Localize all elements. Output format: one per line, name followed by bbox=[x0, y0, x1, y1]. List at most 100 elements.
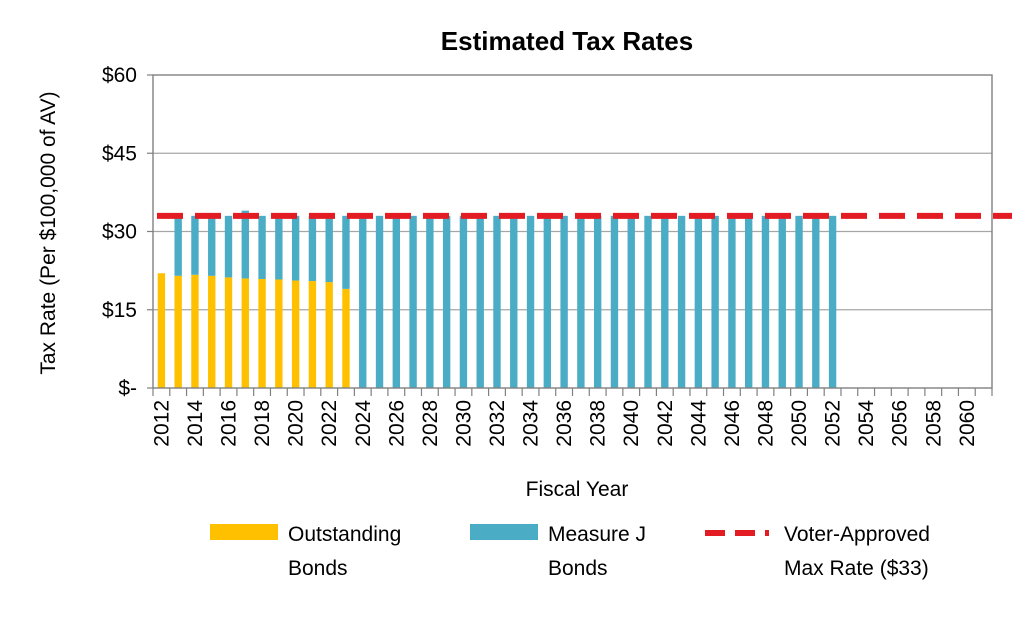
x-tick-label: 2048 bbox=[754, 400, 777, 447]
bar-outstanding-bonds-2015 bbox=[208, 275, 216, 388]
bar-measure-j-bonds-2048 bbox=[761, 215, 770, 388]
x-tick-label: 2044 bbox=[687, 400, 710, 447]
x-tick-label: 2032 bbox=[486, 400, 509, 447]
y-tick-label: $45 bbox=[102, 142, 137, 165]
bar-measure-j-bonds-2045 bbox=[711, 215, 719, 388]
bar-measure-j-bonds-2051 bbox=[812, 215, 820, 388]
x-tick-label: 2028 bbox=[419, 400, 442, 447]
bar-outstanding-bonds-2019 bbox=[275, 279, 283, 388]
y-axis-ticks: $- $15 $30 $45 $60 bbox=[102, 64, 153, 400]
bar-measure-j-bonds-2050 bbox=[795, 215, 803, 388]
bar-measure-j-bonds-2030 bbox=[459, 215, 468, 388]
legend-label-line1: Voter-Approved bbox=[784, 523, 930, 546]
x-tick-label: 2040 bbox=[620, 400, 643, 447]
bar-measure-j-bonds-2046 bbox=[728, 215, 736, 388]
bar-measure-j-bonds-2021 bbox=[308, 215, 317, 282]
bar-measure-j-bonds-2025 bbox=[375, 215, 384, 388]
y-tick-label: $- bbox=[118, 377, 137, 400]
bar-measure-j-bonds-2018 bbox=[258, 215, 266, 279]
x-tick-label: 2056 bbox=[889, 400, 912, 447]
bar-measure-j-bonds-2023 bbox=[342, 215, 350, 289]
x-tick-label: 2052 bbox=[822, 400, 845, 447]
bar-measure-j-bonds-2033 bbox=[510, 215, 518, 388]
bar-measure-j-bonds-2037 bbox=[577, 215, 585, 388]
x-tick-label: 2030 bbox=[452, 400, 475, 447]
bar-outstanding-bonds-2020 bbox=[291, 280, 300, 388]
bar-outstanding-bonds-2013 bbox=[174, 275, 182, 388]
bar-measure-j-bonds-2032 bbox=[493, 215, 501, 388]
bar-outstanding-bonds-2021 bbox=[308, 281, 317, 388]
bar-measure-j-bonds-2026 bbox=[392, 215, 401, 388]
x-tick-label: 2018 bbox=[251, 400, 274, 447]
legend-label-line1: Measure J bbox=[548, 523, 646, 546]
x-axis-ticks: 2012 2014 2016 2018 2020 2022 2024 2026 2028 2030… bbox=[150, 388, 993, 447]
bar-outstanding-bonds-2022 bbox=[325, 282, 333, 388]
bar-outstanding-bonds-2014 bbox=[191, 274, 199, 388]
legend-item-2: Measure J Bonds bbox=[470, 523, 646, 580]
x-tick-label: 2038 bbox=[587, 400, 610, 447]
legend: Outstanding Bonds Measure J Bonds Voter-Appr… bbox=[210, 523, 930, 580]
x-tick-label: 2042 bbox=[654, 400, 677, 447]
y-axis-label: Tax Rate (Per $100,000 of AV) bbox=[37, 91, 60, 374]
x-tick-label: 2014 bbox=[184, 400, 207, 447]
y-tick-label: $30 bbox=[102, 221, 137, 244]
bar-measure-j-bonds-2041 bbox=[644, 215, 652, 388]
bar-measure-j-bonds-2052 bbox=[828, 215, 837, 388]
x-axis-label: Fiscal Year bbox=[526, 478, 629, 501]
x-tick-label: 2016 bbox=[218, 400, 241, 447]
bar-measure-j-bonds-2016 bbox=[224, 215, 233, 278]
legend-item-3: Voter-Approved Max Rate ($33) bbox=[705, 523, 930, 580]
bar-measure-j-bonds-2043 bbox=[677, 215, 686, 388]
x-tick-label: 2060 bbox=[956, 400, 979, 447]
legend-label-line2: Bonds bbox=[548, 557, 608, 580]
bar-measure-j-bonds-2027 bbox=[409, 215, 417, 388]
bar-measure-j-bonds-2036 bbox=[560, 215, 568, 388]
bar-measure-j-bonds-2029 bbox=[442, 215, 451, 388]
bar-measure-j-bonds-2049 bbox=[778, 215, 786, 388]
legend-label-line2: Bonds bbox=[288, 557, 348, 580]
bar-measure-j-bonds-2022 bbox=[325, 215, 333, 283]
x-tick-label: 2054 bbox=[855, 400, 878, 447]
bar-measure-j-bonds-2031 bbox=[476, 215, 484, 388]
legend-swatch bbox=[470, 524, 538, 540]
legend-label-line2: Max Rate ($33) bbox=[784, 557, 929, 580]
chart-title: Estimated Tax Rates bbox=[441, 26, 693, 56]
y-tick-label: $15 bbox=[102, 299, 137, 322]
bar-outstanding-bonds-2012 bbox=[157, 273, 166, 388]
bar-measure-j-bonds-2047 bbox=[744, 215, 753, 388]
x-tick-label: 2024 bbox=[352, 400, 375, 447]
x-tick-label: 2050 bbox=[788, 400, 811, 447]
bar-outstanding-bonds-2017 bbox=[241, 278, 249, 388]
bar-measure-j-bonds-2035 bbox=[543, 215, 552, 388]
bar-measure-j-bonds-2028 bbox=[426, 215, 434, 388]
bar-measure-j-bonds-2013 bbox=[174, 215, 182, 276]
x-tick-label: 2036 bbox=[553, 400, 576, 447]
bar-measure-j-bonds-2024 bbox=[359, 215, 367, 388]
bar-measure-j-bonds-2044 bbox=[694, 215, 703, 388]
bar-measure-j-bonds-2038 bbox=[593, 215, 602, 388]
bar-measure-j-bonds-2042 bbox=[661, 215, 669, 388]
bars-layer bbox=[157, 210, 837, 388]
y-tick-label: $60 bbox=[102, 64, 137, 87]
x-tick-label: 2034 bbox=[520, 400, 543, 447]
bar-measure-j-bonds-2014 bbox=[191, 215, 199, 275]
bar-outstanding-bonds-2023 bbox=[342, 288, 350, 388]
bar-outstanding-bonds-2016 bbox=[224, 277, 233, 388]
x-tick-label: 2058 bbox=[922, 400, 945, 447]
bar-measure-j-bonds-2017 bbox=[241, 210, 249, 279]
bar-measure-j-bonds-2039 bbox=[610, 215, 619, 388]
x-tick-label: 2022 bbox=[318, 400, 341, 447]
bar-measure-j-bonds-2040 bbox=[627, 215, 635, 388]
bar-measure-j-bonds-2034 bbox=[526, 215, 535, 388]
x-tick-label: 2026 bbox=[385, 400, 408, 447]
x-tick-label: 2020 bbox=[285, 400, 308, 447]
bar-outstanding-bonds-2018 bbox=[258, 278, 266, 388]
bar-measure-j-bonds-2015 bbox=[208, 215, 216, 276]
x-tick-label: 2012 bbox=[150, 400, 173, 447]
bar-measure-j-bonds-2020 bbox=[291, 215, 300, 281]
x-tick-label: 2046 bbox=[721, 400, 744, 447]
legend-label-line1: Outstanding bbox=[288, 523, 401, 546]
legend-swatch bbox=[210, 524, 278, 540]
